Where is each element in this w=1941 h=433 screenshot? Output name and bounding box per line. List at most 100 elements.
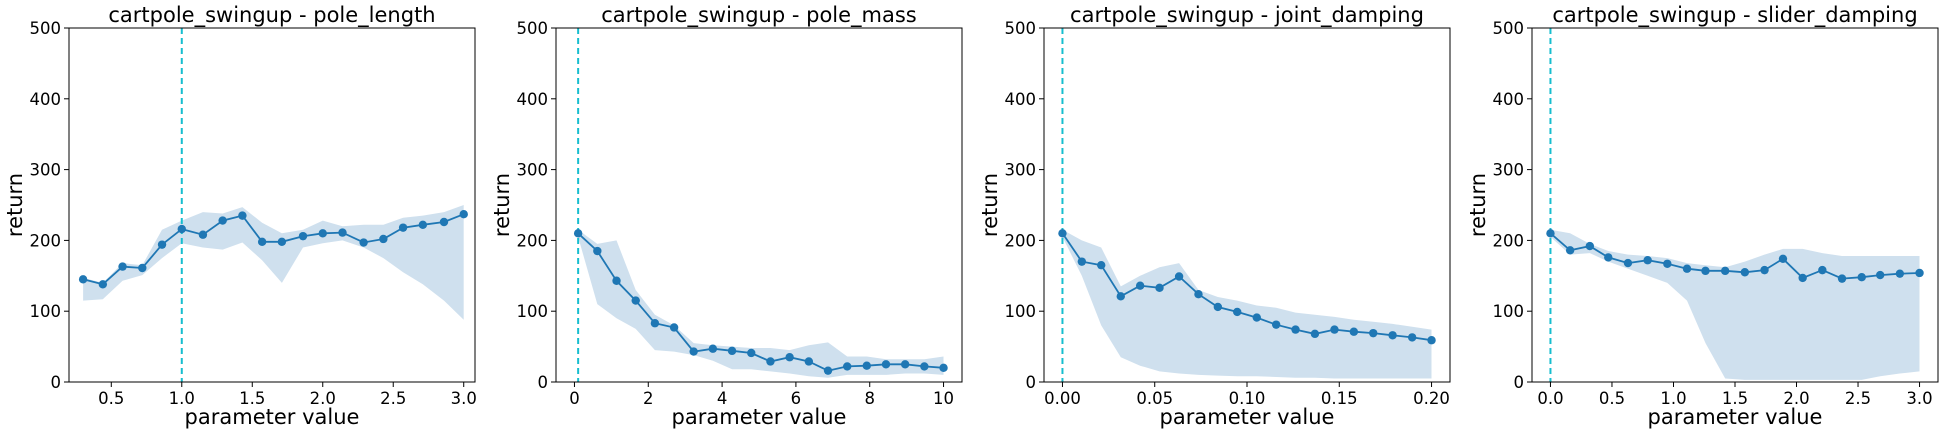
data-point: [177, 224, 186, 234]
data-point: [118, 262, 127, 271]
x-tick-label: 2.0: [310, 389, 336, 408]
data-point: [650, 319, 660, 328]
data-point: [1097, 260, 1106, 270]
data-point: [1740, 268, 1750, 277]
data-point: [823, 366, 833, 375]
data-point: [198, 230, 208, 239]
data-point: [318, 229, 327, 238]
data-point: [138, 263, 147, 273]
data-point: [1720, 266, 1730, 276]
x-axis-label: parameter value: [1648, 405, 1823, 429]
data-point: [359, 238, 368, 247]
data-point: [1623, 258, 1633, 268]
x-tick-label: 0: [569, 389, 580, 408]
confidence-band: [578, 229, 944, 378]
x-tick-label: 0.15: [1321, 389, 1358, 408]
x-tick-label: 2.5: [1845, 389, 1871, 408]
data-point: [920, 362, 929, 371]
y-tick-label: 500: [517, 19, 549, 38]
data-point: [766, 357, 775, 366]
data-point: [1349, 327, 1359, 336]
data-point: [398, 223, 408, 232]
data-point: [1895, 269, 1905, 278]
data-point: [1407, 333, 1417, 342]
data-point: [238, 211, 247, 220]
data-point: [747, 348, 756, 358]
chart-title: cartpole_swingup - pole_mass: [601, 3, 917, 28]
data-point: [727, 346, 737, 356]
data-point: [1252, 313, 1261, 322]
data-point: [881, 360, 891, 369]
chart-title: cartpole_swingup - pole_length: [108, 3, 435, 28]
y-tick-label: 0: [1514, 373, 1525, 392]
data-point: [338, 228, 347, 237]
data-point: [1077, 257, 1087, 266]
y-tick-label: 0: [51, 373, 62, 392]
data-point: [900, 360, 910, 369]
x-tick-label: 0.20: [1413, 389, 1450, 408]
data-point: [631, 296, 640, 305]
y-tick-label: 0: [538, 373, 549, 392]
data-point: [1116, 292, 1125, 301]
data-point: [1818, 265, 1827, 275]
y-tick-label: 300: [1493, 161, 1525, 180]
y-tick-label: 500: [30, 19, 62, 38]
data-point: [1155, 283, 1164, 293]
data-point: [785, 353, 794, 362]
y-tick-label: 100: [517, 302, 549, 321]
data-point: [379, 234, 388, 244]
data-point: [218, 216, 227, 225]
data-point: [862, 361, 871, 370]
data-point: [689, 347, 698, 356]
data-point: [1585, 241, 1595, 251]
data-point: [1330, 325, 1339, 334]
x-tick-label: 4: [717, 389, 728, 408]
chart-panel-4: 0.0 0.5 1.0 1.5 2.0 2.5 3.0 0 100 200 300 400 500 car…: [1466, 3, 1939, 429]
data-point: [1388, 331, 1397, 340]
y-tick-label: 400: [30, 90, 62, 109]
data-point: [1875, 270, 1885, 280]
data-point: [1546, 229, 1555, 238]
data-point: [1174, 272, 1184, 281]
y-tick-label: 100: [1493, 302, 1525, 321]
data-point: [1058, 229, 1067, 238]
data-point: [1213, 302, 1223, 312]
data-point: [1682, 264, 1692, 273]
data-point: [1369, 328, 1378, 338]
x-tick-label: 1.5: [1722, 389, 1748, 408]
y-tick-label: 100: [1005, 302, 1037, 321]
x-tick-label: 6: [791, 389, 802, 408]
x-tick-label: 0.0: [1537, 389, 1563, 408]
data-point: [708, 344, 718, 353]
x-tick-label: 1.0: [1660, 389, 1686, 408]
y-tick-label: 400: [1005, 90, 1037, 109]
x-tick-label: 10: [933, 389, 954, 408]
data-point: [1604, 253, 1613, 262]
y-tick-label: 300: [1005, 161, 1037, 180]
data-point: [1291, 325, 1300, 334]
x-tick-label: 2: [643, 389, 654, 408]
y-axis-label: return: [3, 173, 27, 237]
y-tick-label: 500: [1005, 19, 1037, 38]
data-point: [277, 237, 287, 247]
data-point: [1760, 265, 1769, 275]
chart-title: cartpole_swingup - slider_damping: [1552, 3, 1917, 28]
data-point: [1915, 268, 1924, 278]
axes-frame: [68, 27, 476, 383]
data-point: [1271, 320, 1281, 329]
x-axis-label: parameter value: [185, 405, 360, 429]
confidence-band: [83, 205, 464, 320]
data-point: [1857, 273, 1866, 282]
data-point: [418, 220, 428, 230]
data-point: [612, 276, 621, 285]
y-tick-label: 400: [517, 90, 549, 109]
y-tick-label: 200: [30, 231, 62, 250]
y-axis-label: return: [978, 173, 1002, 237]
data-point: [939, 363, 948, 373]
data-point: [78, 275, 88, 284]
data-point: [1135, 281, 1145, 290]
x-tick-label: 1.0: [169, 389, 195, 408]
data-point: [257, 237, 267, 247]
data-point: [1427, 336, 1436, 345]
